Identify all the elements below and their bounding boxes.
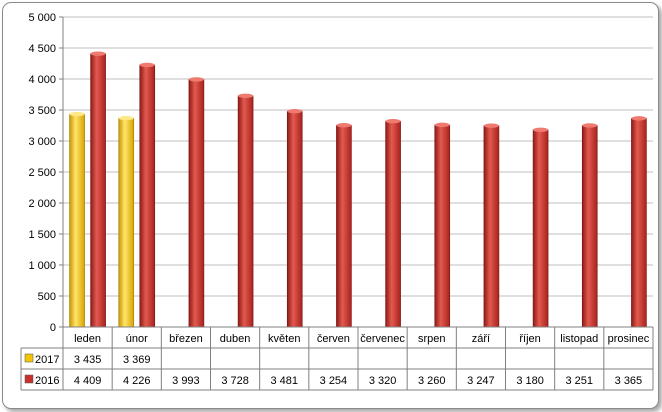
y-tick-label: 0 bbox=[50, 322, 56, 334]
legend-swatch-2017 bbox=[24, 353, 34, 363]
bar-2017-únor bbox=[118, 117, 135, 328]
chart-svg: leden únor březen duben květen červen červenec… bbox=[20, 12, 654, 391]
bar-cap bbox=[631, 116, 647, 121]
bar-cap bbox=[434, 122, 450, 128]
category-label: červenec bbox=[360, 333, 405, 345]
data-table-value: 3 369 bbox=[123, 354, 151, 366]
bar-2016-červenec bbox=[385, 120, 401, 328]
y-tick-label: 4 500 bbox=[28, 43, 56, 55]
bar-cap bbox=[139, 62, 155, 68]
legend-swatch-2016 bbox=[24, 374, 34, 384]
data-table-value: 4 226 bbox=[123, 375, 151, 387]
legend-label-2016: 2016 bbox=[35, 375, 59, 387]
category-label: únor bbox=[126, 333, 148, 345]
category-label: březen bbox=[169, 333, 203, 345]
category-label: září bbox=[472, 333, 490, 345]
data-table-value: 3 728 bbox=[221, 375, 249, 387]
category-label: srpen bbox=[418, 333, 446, 345]
bar-cap bbox=[385, 118, 401, 124]
category-label: červen bbox=[317, 333, 350, 345]
category-label: leden bbox=[74, 333, 101, 345]
bar-cap bbox=[582, 123, 598, 128]
data-table-value: 3 180 bbox=[516, 375, 544, 387]
bar-2016-srpen bbox=[434, 124, 451, 328]
data-table-value: 3 251 bbox=[565, 375, 593, 387]
data-table-value: 3 993 bbox=[172, 375, 200, 387]
y-tick-label: 500 bbox=[38, 291, 56, 303]
category-label: prosinec bbox=[608, 333, 650, 345]
bar-2016-červen bbox=[336, 124, 352, 328]
y-tick-label: 3 500 bbox=[28, 105, 56, 117]
bar-2016-prosinec bbox=[631, 118, 647, 328]
y-tick-label: 3 000 bbox=[28, 136, 56, 148]
bar-cap bbox=[90, 51, 106, 56]
y-tick-label: 4 000 bbox=[28, 74, 56, 86]
bar-cap bbox=[483, 123, 499, 128]
bar-cap bbox=[238, 93, 254, 99]
bar-cap bbox=[336, 123, 352, 128]
bar-2016-listopad bbox=[581, 125, 598, 328]
legend-label-2017: 2017 bbox=[35, 354, 59, 366]
y-tick-label: 5 000 bbox=[28, 12, 56, 24]
bar-2016-únor bbox=[139, 64, 156, 328]
y-tick-label: 2 000 bbox=[28, 198, 56, 210]
data-table-value: 3 481 bbox=[270, 375, 298, 387]
bar-cap bbox=[118, 115, 134, 121]
bar-2016-leden bbox=[90, 53, 106, 328]
bar-cap bbox=[188, 77, 204, 82]
y-tick-label: 1 500 bbox=[28, 229, 56, 241]
category-label: říjen bbox=[519, 333, 540, 345]
bar-2016-březen bbox=[188, 79, 205, 328]
bar-cap bbox=[533, 127, 549, 133]
bar-2016-říjen bbox=[532, 129, 549, 328]
category-label: květen bbox=[268, 333, 300, 345]
y-tick-label: 1 000 bbox=[28, 260, 56, 272]
bar-cap bbox=[69, 111, 85, 117]
y-tick-label: 2 500 bbox=[28, 167, 56, 179]
bar-2016-květen bbox=[286, 110, 303, 328]
data-table-value: 3 365 bbox=[615, 375, 643, 387]
bar-2016-září bbox=[483, 125, 500, 328]
category-label: duben bbox=[220, 333, 251, 345]
data-table-value: 3 260 bbox=[418, 375, 446, 387]
data-table-value: 4 409 bbox=[74, 375, 102, 387]
bar-2017-leden bbox=[69, 113, 85, 328]
bar-cap bbox=[287, 108, 303, 114]
data-table-value: 3 435 bbox=[74, 354, 102, 366]
data-table-value: 3 320 bbox=[369, 375, 397, 387]
category-label: listopad bbox=[560, 333, 598, 345]
data-table-value: 3 247 bbox=[467, 375, 495, 387]
data-table-value: 3 254 bbox=[320, 375, 348, 387]
bar-2016-duben bbox=[237, 95, 254, 328]
